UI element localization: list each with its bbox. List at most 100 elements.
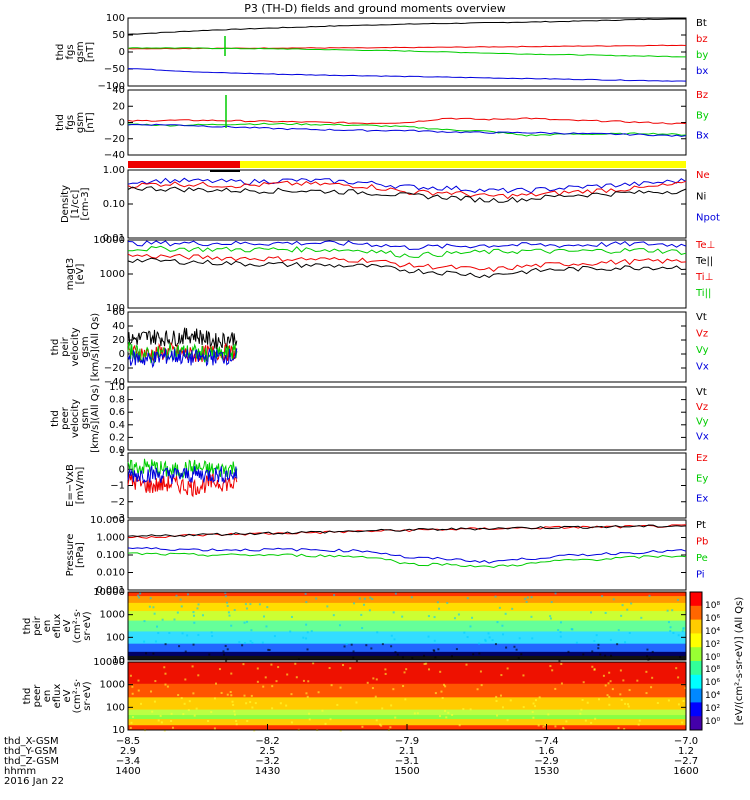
spectrogram-speckle — [491, 639, 494, 642]
legend-label: bx — [696, 66, 708, 77]
spectrogram-1 — [128, 592, 686, 662]
spectrogram-speckle — [225, 659, 228, 662]
spectrogram-speckle — [551, 669, 554, 672]
y-axis-label: en — [42, 620, 53, 633]
y-axis-label: Pressure — [65, 534, 76, 577]
spectrogram-speckle — [358, 597, 361, 600]
colorbar-tick: 10⁴ — [705, 627, 720, 637]
spectrogram-speckle — [498, 606, 501, 609]
spectrogram-speckle — [455, 648, 458, 651]
spectrogram-band — [128, 697, 686, 711]
y-axis-label: [mV/m] — [75, 467, 86, 505]
spectrogram-speckle — [350, 643, 353, 646]
y-tick-label: 1.000 — [96, 533, 125, 544]
spectrogram-speckle — [192, 614, 195, 617]
spectrogram-speckle — [129, 726, 132, 729]
series-line-Pe — [127, 552, 687, 569]
spectrogram-speckle — [390, 634, 393, 637]
spectrogram-speckle — [620, 698, 623, 701]
spectrogram-speckle — [250, 629, 253, 632]
spectrogram-speckle — [438, 715, 441, 718]
legend-label: Te|| — [695, 256, 713, 267]
spectrogram-speckle — [549, 617, 552, 620]
y-tick-label: 60 — [112, 307, 125, 318]
spectrogram-band — [128, 602, 686, 612]
colorbar-segment — [690, 688, 702, 703]
spectrogram-speckle — [384, 668, 387, 671]
spectrogram-speckle — [187, 709, 190, 712]
y-tick-label: 0.100 — [96, 550, 125, 561]
y-tick-label: 1000 — [100, 610, 125, 621]
y-axis-label: en — [42, 690, 53, 703]
spectrogram-speckle — [637, 723, 640, 726]
spectrogram-speckle — [591, 650, 594, 653]
spectrogram-speckle — [559, 635, 562, 638]
spectrogram-speckle — [582, 653, 585, 656]
spectrogram-speckle — [192, 692, 195, 695]
y-tick-label: 100 — [106, 13, 125, 24]
spectrogram-speckle — [401, 656, 404, 659]
spectrogram-speckle — [621, 604, 624, 607]
spectrogram-speckle — [149, 597, 152, 600]
spectrogram-speckle — [262, 615, 265, 618]
spectrogram-speckle — [450, 655, 453, 658]
y-tick-label: 20 — [112, 335, 125, 346]
spectrogram-speckle — [604, 611, 607, 614]
spectrogram-speckle — [208, 653, 211, 656]
spectrogram-speckle — [333, 594, 336, 597]
spectrogram-speckle — [157, 632, 160, 635]
spectrogram-speckle — [324, 722, 327, 725]
spectrogram-speckle — [544, 724, 547, 727]
spectrogram-speckle — [176, 611, 179, 614]
spectrogram-speckle — [226, 693, 229, 696]
series-line-Ne — [127, 180, 687, 200]
spectrogram-speckle — [549, 615, 552, 618]
y-axis-label: [nPa] — [75, 542, 86, 568]
spectrogram-speckle — [321, 709, 324, 712]
spectrogram-speckle — [326, 605, 329, 608]
x-tick-label: −7.0 — [674, 736, 698, 747]
spectrogram-speckle — [669, 630, 672, 633]
spectrogram-speckle — [402, 685, 405, 688]
spectrogram-speckle — [565, 720, 568, 723]
spectrogram-speckle — [517, 657, 520, 660]
spectrogram-speckle — [509, 699, 512, 702]
spectrogram-speckle — [180, 697, 183, 700]
spectrogram-speckle — [233, 609, 236, 612]
spectrogram-speckle — [410, 596, 413, 599]
y-axis-label: [eV] — [75, 264, 86, 285]
spectrogram-speckle — [376, 631, 379, 634]
spectrogram-speckle — [290, 721, 293, 724]
spectrogram-speckle — [515, 648, 518, 651]
colorbar-tick: 10⁸ — [705, 601, 720, 611]
legend-label: Te⊥ — [695, 240, 715, 251]
colorbar-tick: 10⁸ — [705, 665, 720, 675]
y-tick-label: 0.0 — [109, 445, 125, 456]
spectrogram-speckle — [137, 679, 140, 682]
spectrogram-speckle — [511, 607, 514, 610]
spectrogram-band — [128, 719, 686, 726]
panel-frame-3 — [127, 169, 687, 239]
spectrogram-speckle — [547, 713, 550, 716]
spectrogram-speckle — [677, 634, 680, 637]
colorbar-segment — [690, 716, 702, 731]
spectrogram-speckle — [619, 693, 622, 696]
spectrogram-speckle — [677, 676, 680, 679]
spectrogram-speckle — [306, 695, 309, 698]
spectrogram-speckle — [375, 719, 378, 722]
spectrogram-speckle — [500, 674, 503, 677]
spectrogram-speckle — [494, 643, 497, 646]
spectrogram-speckle — [210, 631, 213, 634]
x-row-label: thd_Y-GSM — [4, 746, 57, 757]
x-row-label: thd_Z-GSM — [4, 756, 59, 767]
spectrogram-speckle — [495, 695, 498, 698]
spectrogram-speckle — [270, 663, 273, 666]
spectrogram-speckle — [378, 723, 381, 726]
spectrogram-speckle — [143, 620, 146, 623]
spectrogram-speckle — [612, 598, 615, 601]
y-tick-label: 10000 — [93, 235, 125, 246]
colorbar-tick: 10² — [705, 640, 720, 650]
spectrogram-speckle — [434, 656, 437, 659]
spectrogram-speckle — [360, 613, 363, 616]
